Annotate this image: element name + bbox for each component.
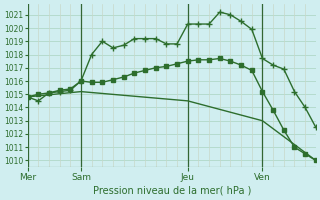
X-axis label: Pression niveau de la mer( hPa ): Pression niveau de la mer( hPa ) xyxy=(92,186,251,196)
